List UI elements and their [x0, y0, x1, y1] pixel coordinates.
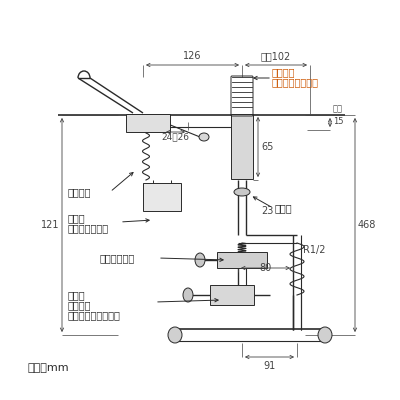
Ellipse shape [183, 288, 193, 302]
Text: 逆止弁・ストレーナ: 逆止弁・ストレーナ [68, 310, 121, 320]
Text: 468: 468 [358, 220, 376, 230]
Text: 65: 65 [261, 142, 273, 152]
Text: 24～26: 24～26 [161, 132, 189, 142]
Text: 121: 121 [40, 220, 59, 230]
Ellipse shape [195, 253, 205, 267]
Text: 流量調節: 流量調節 [68, 300, 92, 310]
Ellipse shape [199, 133, 209, 141]
Text: （安全ボタン付）: （安全ボタン付） [272, 77, 319, 87]
Ellipse shape [168, 327, 182, 343]
Ellipse shape [234, 188, 250, 196]
Text: ペンリーカン: ペンリーカン [100, 253, 135, 263]
Text: 最大: 最大 [333, 104, 343, 113]
Text: 自動水栓: 自動水栓 [68, 187, 92, 197]
Bar [143, 183, 181, 211]
Text: 止水、: 止水、 [68, 290, 86, 300]
Text: 駆動部: 駆動部 [68, 213, 86, 223]
Bar [210, 285, 254, 305]
Text: 15: 15 [333, 118, 344, 126]
Text: 電磁弁・乾電池: 電磁弁・乾電池 [68, 223, 109, 233]
Text: R1/2: R1/2 [303, 245, 326, 255]
Text: 80: 80 [259, 263, 272, 273]
Bar [231, 114, 253, 179]
Bar [217, 252, 267, 268]
Text: 温度調節: 温度調節 [272, 67, 296, 77]
Text: 単位：mm: 単位：mm [28, 363, 70, 373]
Ellipse shape [318, 327, 332, 343]
Text: サーモ: サーモ [275, 203, 293, 213]
Text: 23: 23 [261, 206, 273, 216]
Text: 91: 91 [263, 361, 276, 371]
Bar [126, 114, 170, 132]
Text: 最小102: 最小102 [261, 51, 291, 61]
Text: 126: 126 [183, 51, 202, 61]
